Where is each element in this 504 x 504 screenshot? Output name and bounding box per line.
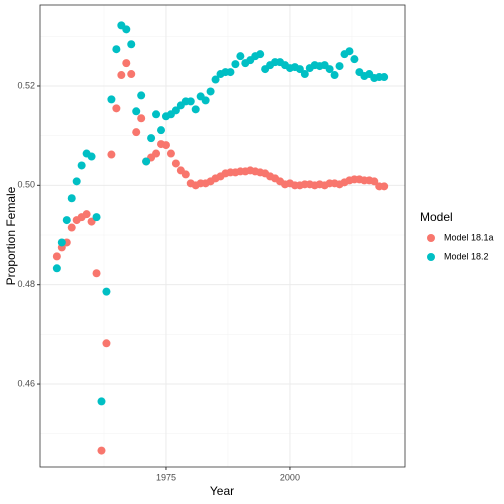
point xyxy=(335,62,344,71)
x-tick-label: 1975 xyxy=(156,472,176,482)
point xyxy=(166,149,175,158)
point xyxy=(52,264,61,273)
point xyxy=(72,177,81,186)
point xyxy=(191,105,200,114)
y-tick-label: 0.46 xyxy=(17,378,35,388)
point xyxy=(102,339,111,348)
point xyxy=(122,25,131,34)
point xyxy=(132,107,141,116)
legend-key xyxy=(427,234,435,242)
point xyxy=(330,71,339,80)
point xyxy=(211,75,220,84)
point xyxy=(147,134,156,143)
panel xyxy=(40,5,405,467)
y-tick-label: 0.50 xyxy=(17,180,35,190)
point xyxy=(380,182,389,191)
y-tick-label: 0.52 xyxy=(17,80,35,90)
point xyxy=(350,55,359,64)
point xyxy=(112,104,121,113)
point xyxy=(137,91,146,100)
point xyxy=(87,152,96,161)
point xyxy=(380,73,389,82)
point xyxy=(122,59,131,68)
point xyxy=(295,65,304,74)
point xyxy=(112,45,121,54)
legend-title: Model xyxy=(420,210,453,224)
legend-key xyxy=(427,253,435,261)
point xyxy=(92,269,101,278)
point xyxy=(67,223,76,232)
point xyxy=(171,106,180,115)
point xyxy=(152,110,161,119)
legend-label: Model 18.1a xyxy=(444,232,494,242)
point xyxy=(117,71,126,80)
point xyxy=(107,150,116,159)
panel-border xyxy=(39,4,406,468)
point xyxy=(206,87,215,96)
point xyxy=(161,141,170,150)
point xyxy=(132,128,141,137)
point xyxy=(171,159,180,168)
x-axis-label: Year xyxy=(210,484,234,498)
point xyxy=(345,47,354,56)
point xyxy=(181,170,190,179)
point xyxy=(142,157,151,166)
point xyxy=(127,40,136,49)
point xyxy=(231,60,240,69)
point xyxy=(102,287,111,296)
point xyxy=(186,97,195,106)
point xyxy=(370,177,379,186)
point xyxy=(157,126,166,135)
point xyxy=(236,52,245,61)
point xyxy=(97,397,106,406)
point xyxy=(107,95,116,104)
legend-label: Model 18.2 xyxy=(444,251,489,261)
point xyxy=(82,210,91,219)
y-tick-label: 0.48 xyxy=(17,279,35,289)
point xyxy=(62,216,71,225)
point xyxy=(152,149,161,158)
point xyxy=(226,68,235,77)
point xyxy=(300,70,309,79)
point xyxy=(67,194,76,203)
point xyxy=(137,114,146,123)
point xyxy=(92,213,101,222)
point xyxy=(201,96,210,105)
y-axis-label: Proportion Female xyxy=(4,186,18,285)
point xyxy=(77,161,86,170)
point xyxy=(256,50,265,59)
point xyxy=(325,65,334,74)
point xyxy=(57,238,66,247)
point xyxy=(97,446,106,455)
point xyxy=(52,252,61,261)
point xyxy=(127,70,136,79)
x-tick-label: 2000 xyxy=(280,472,300,482)
